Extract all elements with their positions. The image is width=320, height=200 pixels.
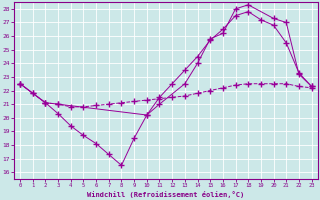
X-axis label: Windchill (Refroidissement éolien,°C): Windchill (Refroidissement éolien,°C) [87, 191, 244, 198]
